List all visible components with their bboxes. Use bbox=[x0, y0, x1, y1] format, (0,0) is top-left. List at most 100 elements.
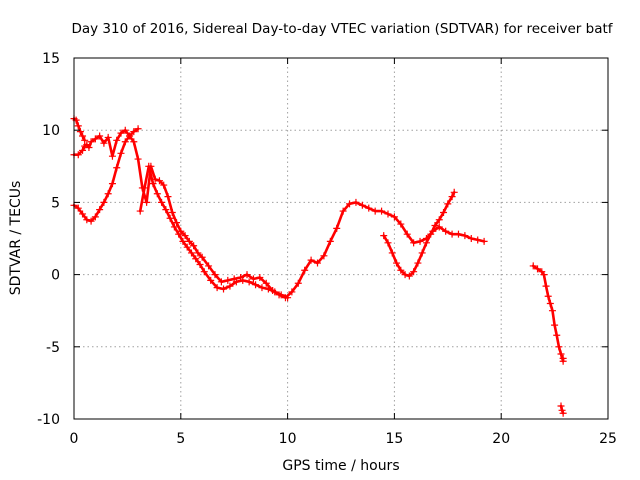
data-point-marker bbox=[431, 222, 439, 230]
data-point-marker bbox=[162, 206, 170, 214]
data-point-marker bbox=[198, 253, 206, 261]
data-point-marker bbox=[232, 278, 240, 286]
data-point-marker bbox=[243, 271, 251, 279]
y-tick-label: 10 bbox=[42, 123, 60, 139]
data-point-marker bbox=[164, 193, 172, 201]
data-point-marker bbox=[252, 281, 260, 289]
data-point-marker bbox=[380, 232, 388, 240]
data-point-marker bbox=[166, 214, 174, 222]
data-point-marker bbox=[192, 255, 200, 263]
data-point-marker bbox=[393, 259, 401, 267]
data-point-marker bbox=[91, 213, 99, 221]
tick-layer: 0 5 10 15 20 25 -10 -5 0 5 10 15 bbox=[37, 51, 617, 447]
data-point-marker bbox=[245, 278, 253, 286]
data-point-marker bbox=[143, 198, 151, 206]
data-point-marker bbox=[194, 249, 202, 257]
data-point-marker bbox=[87, 138, 95, 146]
data-point-marker bbox=[448, 193, 456, 201]
data-point-marker bbox=[249, 275, 257, 283]
x-tick-label: 15 bbox=[385, 431, 403, 447]
data-point-marker bbox=[314, 259, 322, 267]
data-point-marker bbox=[440, 209, 448, 217]
data-point-marker bbox=[239, 276, 247, 284]
data-point-marker bbox=[155, 177, 163, 185]
series-satellite-track-c bbox=[70, 132, 488, 302]
data-point-marker bbox=[401, 271, 409, 279]
data-point-marker bbox=[175, 230, 183, 238]
data-point-marker bbox=[79, 146, 87, 154]
data-point-marker bbox=[74, 122, 82, 130]
data-point-marker bbox=[346, 200, 354, 208]
data-point-marker bbox=[294, 279, 302, 287]
data-point-marker bbox=[196, 260, 204, 268]
data-point-marker bbox=[134, 155, 142, 163]
plot-frame bbox=[73, 57, 609, 420]
data-point-marker bbox=[410, 268, 418, 276]
data-point-marker bbox=[333, 224, 341, 232]
data-point-marker bbox=[226, 282, 234, 290]
data-point-marker bbox=[546, 299, 554, 307]
data-point-marker bbox=[397, 266, 405, 274]
data-point-marker bbox=[149, 180, 157, 188]
data-point-marker bbox=[435, 216, 443, 224]
data-point-marker bbox=[83, 216, 91, 224]
y-tick-label: -5 bbox=[46, 340, 60, 356]
data-point-marker bbox=[200, 268, 208, 276]
x-tick-label: 20 bbox=[492, 431, 510, 447]
data-point-marker bbox=[205, 262, 213, 270]
y-tick-label: 15 bbox=[42, 51, 60, 67]
chart-title: Day 310 of 2016, Sidereal Day-to-day VTE… bbox=[71, 21, 613, 37]
data-point-marker bbox=[96, 206, 104, 214]
data-point-marker bbox=[365, 204, 373, 212]
y-axis-label: SDTVAR / TECUs bbox=[8, 181, 24, 296]
data-point-marker bbox=[542, 282, 550, 290]
data-point-marker bbox=[555, 343, 563, 351]
data-point-marker bbox=[96, 132, 104, 140]
y-tick-label: 5 bbox=[51, 195, 60, 211]
data-point-marker bbox=[450, 188, 458, 196]
data-point-marker bbox=[427, 230, 435, 238]
data-point-marker bbox=[91, 135, 99, 143]
data-point-marker bbox=[557, 350, 565, 358]
series-line bbox=[72, 127, 140, 158]
data-point-marker bbox=[416, 237, 424, 245]
data-point-marker bbox=[378, 207, 386, 215]
data-point-marker bbox=[134, 125, 142, 133]
data-point-marker bbox=[220, 285, 228, 293]
data-point-marker bbox=[384, 210, 392, 218]
data-point-marker bbox=[262, 279, 270, 287]
data-point-marker bbox=[79, 210, 87, 218]
data-point-marker bbox=[126, 132, 134, 140]
series-satellite-track-f bbox=[529, 262, 567, 365]
data-point-marker bbox=[529, 262, 537, 270]
data-point-marker bbox=[158, 198, 166, 206]
data-point-marker bbox=[113, 164, 121, 172]
data-point-marker bbox=[390, 213, 398, 221]
series-satellite-track-g bbox=[557, 402, 567, 417]
data-point-marker bbox=[187, 249, 195, 257]
data-point-marker bbox=[100, 198, 108, 206]
data-point-marker bbox=[371, 207, 379, 215]
data-point-marker bbox=[559, 409, 567, 417]
data-point-marker bbox=[320, 252, 328, 260]
data-point-marker bbox=[540, 271, 548, 279]
data-point-marker bbox=[168, 209, 176, 217]
data-point-marker bbox=[76, 128, 84, 136]
data-point-marker bbox=[307, 256, 315, 264]
data-point-marker bbox=[185, 237, 193, 245]
data-point-marker bbox=[271, 288, 279, 296]
data-point-marker bbox=[160, 181, 168, 189]
data-point-marker bbox=[388, 249, 396, 257]
data-point-marker bbox=[461, 232, 469, 240]
data-point-marker bbox=[454, 230, 462, 238]
x-tick-label: 0 bbox=[70, 431, 79, 447]
x-tick-label: 5 bbox=[176, 431, 185, 447]
data-point-marker bbox=[145, 162, 153, 170]
data-point-marker bbox=[544, 292, 552, 300]
data-point-marker bbox=[442, 227, 450, 235]
data-point-marker bbox=[284, 294, 292, 302]
data-point-marker bbox=[480, 237, 488, 245]
series-satellite-track-a bbox=[70, 115, 89, 144]
data-point-marker bbox=[87, 217, 95, 225]
x-tick-label: 10 bbox=[279, 431, 297, 447]
